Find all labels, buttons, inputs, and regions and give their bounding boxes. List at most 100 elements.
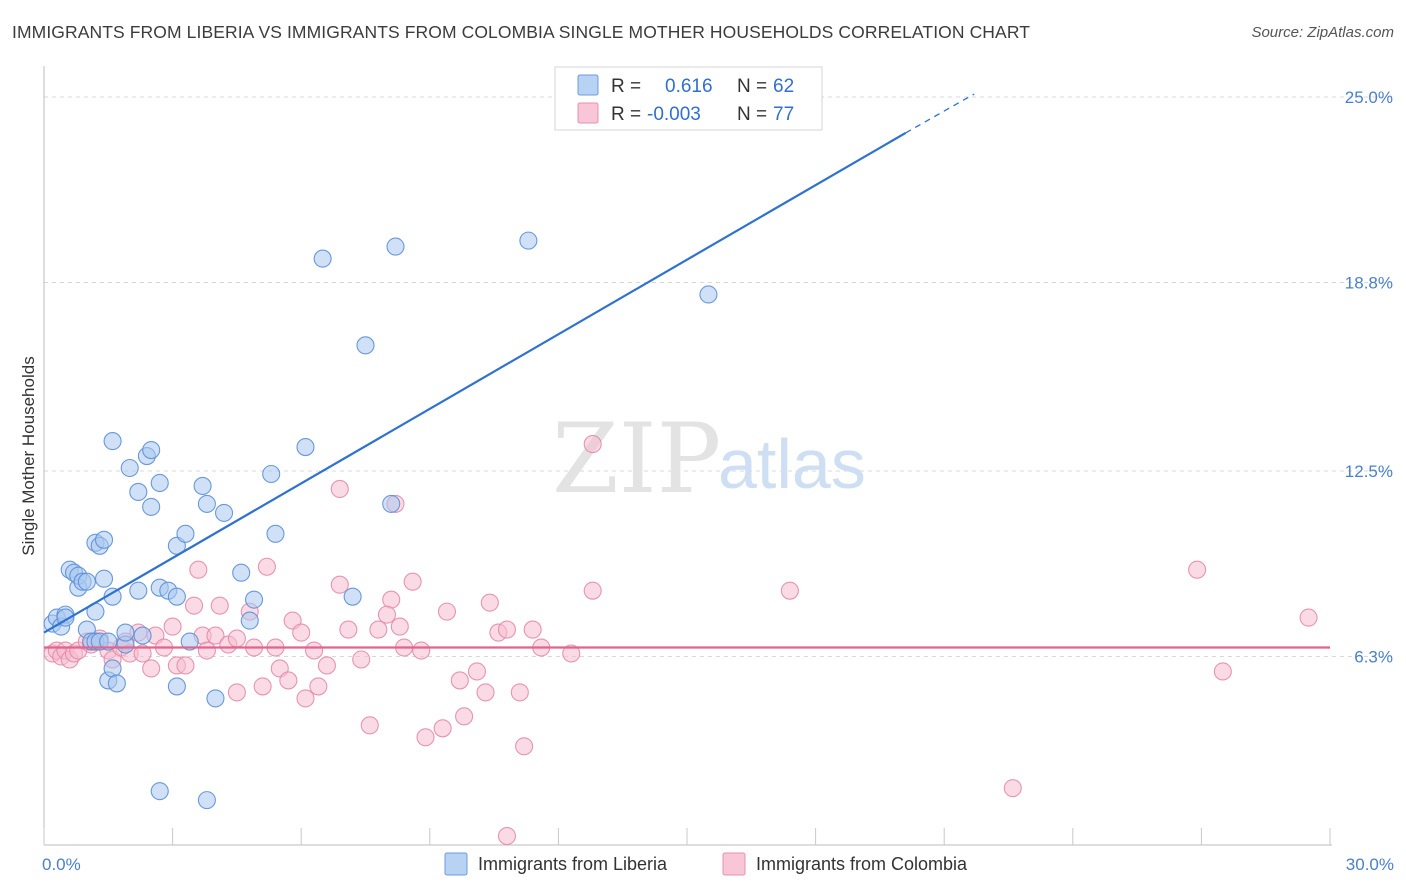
liberia-point-34: [150, 473, 169, 493]
liberia-trend-extension: [905, 93, 975, 134]
liberia-point-27: [129, 482, 148, 501]
colombia-point-46: [330, 575, 349, 594]
series-legend: Immigrants from Liberia Immigrants from …: [444, 852, 968, 876]
liberia-point-42: [197, 494, 216, 513]
liberia-point-44: [206, 689, 225, 708]
liberia-point-54: [356, 336, 375, 355]
chart-title: IMMIGRANTS FROM LIBERIA VS IMMIGRANTS FR…: [12, 22, 1031, 42]
colombia-point-17: [142, 659, 161, 678]
colombia-point-77: [1188, 560, 1207, 579]
legend-swatch-colombia: [577, 102, 599, 124]
colombia-point-41: [296, 689, 315, 708]
legend-r-value-2: -0.003: [647, 104, 701, 125]
colombia-point-28: [210, 596, 229, 615]
colombia-point-73: [583, 435, 602, 454]
colombia-point-24: [189, 560, 208, 579]
legend-n-value-1: 62: [773, 76, 794, 97]
liberia-point-52: [313, 249, 332, 268]
liberia-point-32: [142, 441, 161, 460]
legend-n-label-2: N =: [737, 104, 767, 125]
colombia-point-26: [197, 641, 216, 660]
liberia-point-55: [382, 494, 401, 513]
liberia-point-60: [94, 569, 114, 588]
colombia-point-49: [360, 716, 379, 735]
liberia-point-51: [296, 438, 315, 457]
colombia-point-62: [455, 707, 474, 726]
bottom-legend-swatch-liberia: [444, 852, 468, 876]
correlation-legend: R = 0.616 N = 62 R = -0.003 N = 77: [554, 66, 823, 131]
colombia-point-67: [497, 620, 517, 639]
colombia-point-69: [510, 683, 529, 702]
colombia-point-75: [780, 581, 799, 600]
bottom-legend-swatch-colombia: [722, 852, 746, 876]
colombia-point-44: [317, 656, 336, 675]
y-axis-title: Single Mother Households: [19, 356, 38, 555]
legend-swatch-liberia: [577, 74, 599, 96]
colombia-point-30: [227, 683, 246, 702]
colombia-point-20: [163, 617, 182, 636]
liberia-point-49: [262, 464, 281, 484]
colombia-point-16: [133, 644, 152, 663]
colombia-point-27: [206, 626, 225, 645]
liberia-point-37: [167, 677, 186, 696]
colombia-point-50: [369, 620, 388, 639]
colombia-point-59: [433, 719, 452, 738]
y-tick-label-2: 18.8%: [1345, 274, 1393, 293]
liberia-point-28: [129, 581, 148, 600]
colombia-point-56: [403, 572, 422, 591]
colombia-point-35: [257, 557, 276, 576]
colombia-point-60: [437, 602, 456, 621]
colombia-point-48: [352, 650, 371, 669]
legend-r-value-1: 0.616: [665, 76, 713, 97]
liberia-point-56: [386, 237, 405, 256]
liberia-point-45: [214, 503, 234, 522]
liberia-point-23: [103, 432, 122, 451]
colombia-point-71: [523, 620, 542, 639]
liberia-point-25: [116, 623, 135, 642]
liberia-point-47: [240, 611, 259, 630]
bottom-legend-label-colombia: Immigrants from Colombia: [756, 854, 968, 874]
liberia-point-48: [244, 590, 264, 609]
colombia-point-34: [253, 677, 272, 696]
colombia-point-57: [412, 641, 431, 660]
liberia-point-41: [193, 476, 212, 496]
colombia-point-63: [467, 662, 487, 681]
legend-n-label-1: N =: [737, 76, 767, 97]
y-tick-label-0: 6.3%: [1354, 648, 1393, 667]
source-label: Source: ZipAtlas.com: [1251, 24, 1394, 41]
colombia-point-65: [480, 593, 499, 612]
colombia-point-31: [227, 629, 246, 648]
liberia-point-31: [142, 497, 161, 516]
colombia-point-64: [476, 683, 495, 702]
liberia-point-58: [699, 285, 718, 304]
liberia-point-9: [77, 572, 96, 591]
y-tick-label-3: 25.0%: [1345, 88, 1393, 107]
liberia-points: [43, 231, 718, 810]
colombia-point-38: [279, 671, 298, 690]
legend-n-value-2: 77: [773, 104, 794, 125]
colombia-point-58: [416, 728, 435, 747]
colombia-point-79: [1299, 608, 1318, 627]
liberia-point-22: [107, 674, 126, 693]
colombia-point-54: [390, 617, 409, 636]
liberia-point-53: [343, 587, 362, 606]
liberia-point-40: [180, 632, 199, 651]
colombia-point-70: [515, 737, 534, 756]
colombia-point-74: [583, 581, 602, 600]
colombia-point-76: [1003, 779, 1022, 798]
liberia-point-59: [150, 782, 169, 801]
liberia-point-17: [94, 530, 114, 549]
colombia-point-72: [562, 644, 581, 663]
colombia-point-68: [497, 826, 517, 846]
liberia-point-57: [519, 231, 538, 250]
liberia-point-26: [120, 458, 139, 478]
liberia-point-29: [133, 626, 152, 645]
watermark: ZIP atlas: [552, 403, 866, 515]
bottom-legend-label-liberia: Immigrants from Liberia: [478, 854, 668, 874]
liberia-point-21: [103, 659, 122, 678]
y-tick-labels: 6.3% 12.5% 18.8% 25.0%: [1345, 88, 1393, 667]
liberia-trend-line: [43, 131, 907, 634]
colombia-point-43: [309, 677, 328, 696]
watermark-atlas: atlas: [718, 425, 866, 503]
